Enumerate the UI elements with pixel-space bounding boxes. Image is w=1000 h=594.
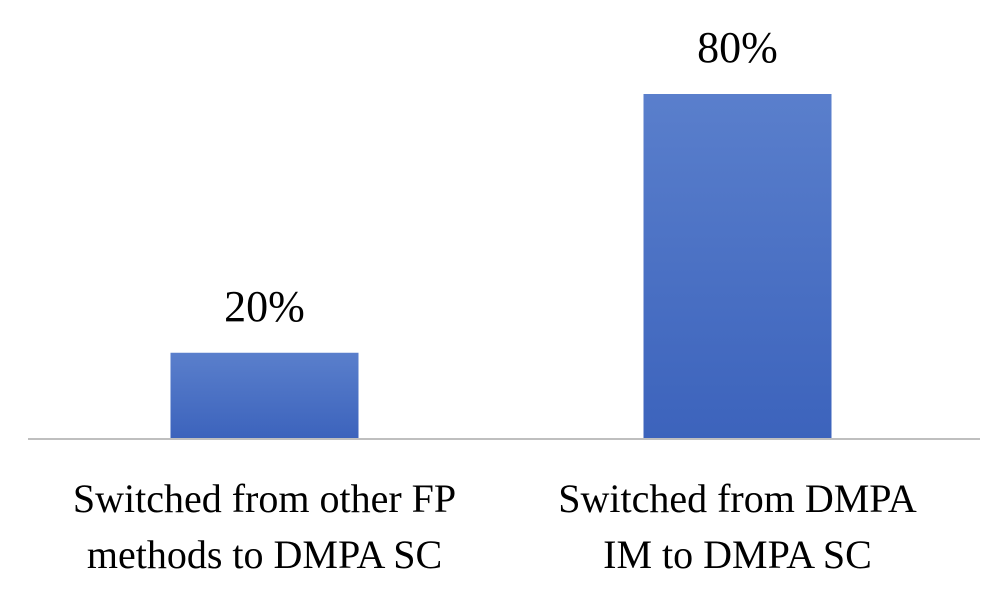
category-label-1-line-1: Switched from other FP [73, 476, 456, 521]
bars [170, 94, 832, 439]
category-label-1-line-2: methods to DMPA SC [87, 532, 442, 577]
bar-2 [643, 94, 832, 439]
data-label-2: 80% [697, 23, 778, 72]
data-label-1: 20% [224, 282, 305, 331]
category-labels: Switched from other FP methods to DMPA SC… [73, 476, 917, 577]
data-labels: 20% 80% [224, 23, 778, 331]
category-label-2-line-2: IM to DMPA SC [603, 532, 872, 577]
bar-1 [170, 352, 359, 439]
category-label-2-line-1: Switched from DMPA [558, 476, 917, 521]
